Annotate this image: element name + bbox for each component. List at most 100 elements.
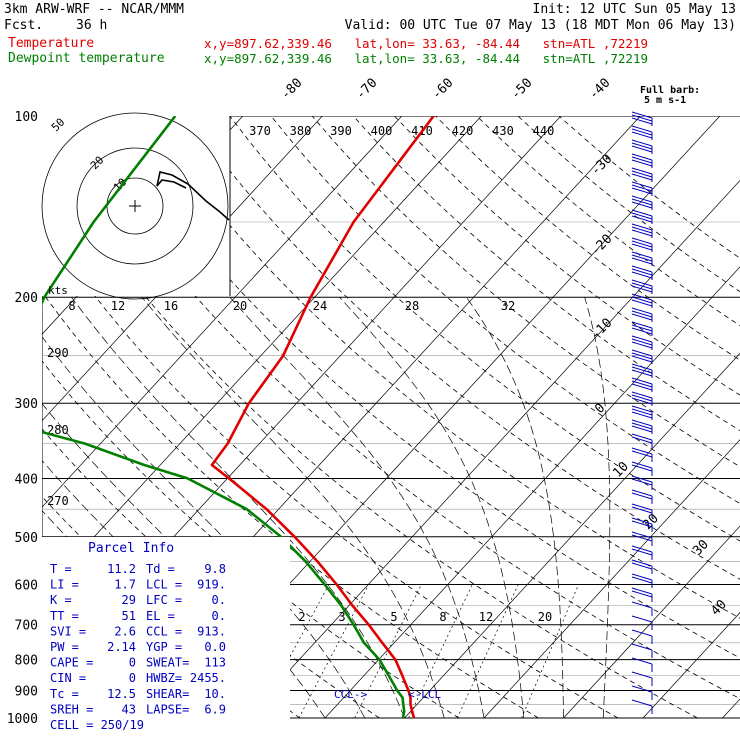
mixing-bottom-label-8: 8 xyxy=(439,610,446,624)
pressure-label-200: 200 xyxy=(15,291,38,306)
dry-adiabat-330 xyxy=(64,116,740,700)
wind-barb-20 xyxy=(631,391,653,406)
isotherm--10 xyxy=(245,179,740,719)
wind-barb-25 xyxy=(631,461,653,476)
theta-label-390: 390 xyxy=(330,124,352,138)
moist-adiabat-35 xyxy=(584,297,611,718)
parcel-row-3-value2: 0. xyxy=(212,609,226,623)
isotherm-label--10: -10 xyxy=(588,316,615,343)
wind-barb-32 xyxy=(631,559,653,574)
pressure-label-700: 700 xyxy=(15,619,38,634)
parcel-row-4-value1: 2.6 xyxy=(114,624,136,638)
wind-barb-29 xyxy=(631,517,653,532)
isotherm--50 xyxy=(42,116,482,595)
mixing-top-label-12: 12 xyxy=(111,299,125,313)
valid-time: Valid: 00 UTC Tue 07 May 13 (18 MDT Mon … xyxy=(344,18,736,33)
wind-barb-37 xyxy=(631,629,653,644)
wind-barb-6 xyxy=(631,195,653,210)
mixing-top-label-8: 8 xyxy=(68,299,75,313)
isotherm-label-20: 20 xyxy=(640,511,662,533)
isotherm-label--40: -40 xyxy=(586,76,613,103)
temperature-location-info: x,y=897.62,339.46 lat,lon= 33.63, -84.44… xyxy=(204,36,649,51)
mixing-ratio-3 xyxy=(298,584,370,719)
dewpoint-location-info: x,y=897.62,339.46 lat,lon= 33.63, -84.44… xyxy=(204,51,649,66)
pressure-label-100: 100 xyxy=(15,110,38,125)
hodograph-trace xyxy=(156,171,230,221)
pressure-label-900: 900 xyxy=(15,684,38,699)
wind-barb-17 xyxy=(631,349,653,364)
wind-barb-12 xyxy=(631,279,653,294)
isotherm-label-40: 40 xyxy=(708,597,730,619)
wind-barb-26 xyxy=(631,475,653,490)
pressure-label-400: 400 xyxy=(15,472,38,487)
wind-barb-7 xyxy=(631,209,653,224)
wind-barbs xyxy=(631,111,653,714)
dry-adiabat-430 xyxy=(476,116,740,327)
mixing-bottom-label-20: 20 xyxy=(538,610,552,624)
wind-barb-4 xyxy=(631,167,653,182)
parcel-row-1-value1: 1.7 xyxy=(114,578,136,592)
isotherm-0 xyxy=(324,266,740,719)
wind-barb-9 xyxy=(631,237,653,252)
skewt-grid xyxy=(42,116,740,719)
parcel-row-7-value2: 2455. xyxy=(190,671,226,685)
parcel-row-5-value2: 0.0 xyxy=(204,640,226,654)
parcel-row-8-value2: 10. xyxy=(204,687,226,701)
isotherm-label--50: -50 xyxy=(508,76,535,103)
pressure-label-600: 600 xyxy=(15,578,38,593)
wind-barb-39 xyxy=(631,657,653,672)
dry-adiabat-310 xyxy=(42,220,619,719)
parcel-row-2-label2: LFC = xyxy=(146,593,182,607)
parcel-row-8-label1: Tc = xyxy=(50,687,79,701)
wind-barb-0 xyxy=(631,111,653,126)
pressure-label-800: 800 xyxy=(15,654,38,669)
parcel-row-5-label2: YGP = xyxy=(146,640,182,654)
wind-barb-28 xyxy=(631,503,653,518)
wind-barb-31 xyxy=(631,545,653,560)
wind-barb-16 xyxy=(631,335,653,350)
theta-label-380: 380 xyxy=(290,124,312,138)
isotherm-label--70: -70 xyxy=(353,76,380,103)
wind-barb-11 xyxy=(631,265,653,280)
parcel-row-9-label2: LAPSE= xyxy=(146,702,189,716)
wind-barb-13 xyxy=(631,293,653,308)
hodograph-ring-1 xyxy=(76,147,194,265)
parcel-row-9-label1: SREH = xyxy=(50,702,93,716)
parcel-row-0-label2: Td = xyxy=(146,562,175,576)
parcel-row-5-value1: 2.14 xyxy=(107,640,136,654)
wind-barb-27 xyxy=(631,489,653,504)
pressure-label-1000: 1000 xyxy=(7,712,38,727)
wind-key-line2: 5 m s-1 xyxy=(644,95,686,106)
parcel-row-0-value1: 11.2 xyxy=(107,562,136,576)
wind-barb-3 xyxy=(631,153,653,168)
wind-barb-8 xyxy=(631,223,653,238)
parcel-row-9-value1: 43 xyxy=(122,702,136,716)
mixing-bottom-label-2: 2 xyxy=(298,610,305,624)
isotherm-label-10: 10 xyxy=(610,459,632,481)
wind-key-line1: Full barb: xyxy=(640,85,700,96)
isotherm-label-30: 30 xyxy=(690,537,712,559)
parcel-row-2-value2: 0. xyxy=(212,593,226,607)
ccl-marker: CCL-> xyxy=(334,688,367,701)
mixing-bottom-label-12: 12 xyxy=(479,610,493,624)
wind-barb-1 xyxy=(631,125,653,140)
dry-adiabat-410 xyxy=(394,116,740,396)
mixing-top-label-24: 24 xyxy=(313,299,327,313)
wind-barb-34 xyxy=(631,587,653,602)
model-title: 3km ARW-WRF -- NCAR/MMM xyxy=(4,2,185,17)
init-time: Init: 12 UTC Sun 05 May 13 xyxy=(532,2,737,17)
hodograph-ring-2 xyxy=(41,112,229,300)
pressure-label-500: 500 xyxy=(15,531,38,546)
moist-adiabat-20 xyxy=(229,296,485,719)
parcel-row-5-label1: PW = xyxy=(50,640,79,654)
isotherm-label--60: -60 xyxy=(429,76,456,103)
parcel-row-7-value1: 0 xyxy=(129,671,136,685)
theta-label-440: 440 xyxy=(533,124,555,138)
wind-barb-38 xyxy=(631,643,653,658)
wind-barb-5 xyxy=(631,181,653,196)
wind-barb-15 xyxy=(631,321,653,336)
pressure-label-300: 300 xyxy=(15,397,38,412)
parcel-row-8-label2: SHEAR= xyxy=(146,687,189,701)
